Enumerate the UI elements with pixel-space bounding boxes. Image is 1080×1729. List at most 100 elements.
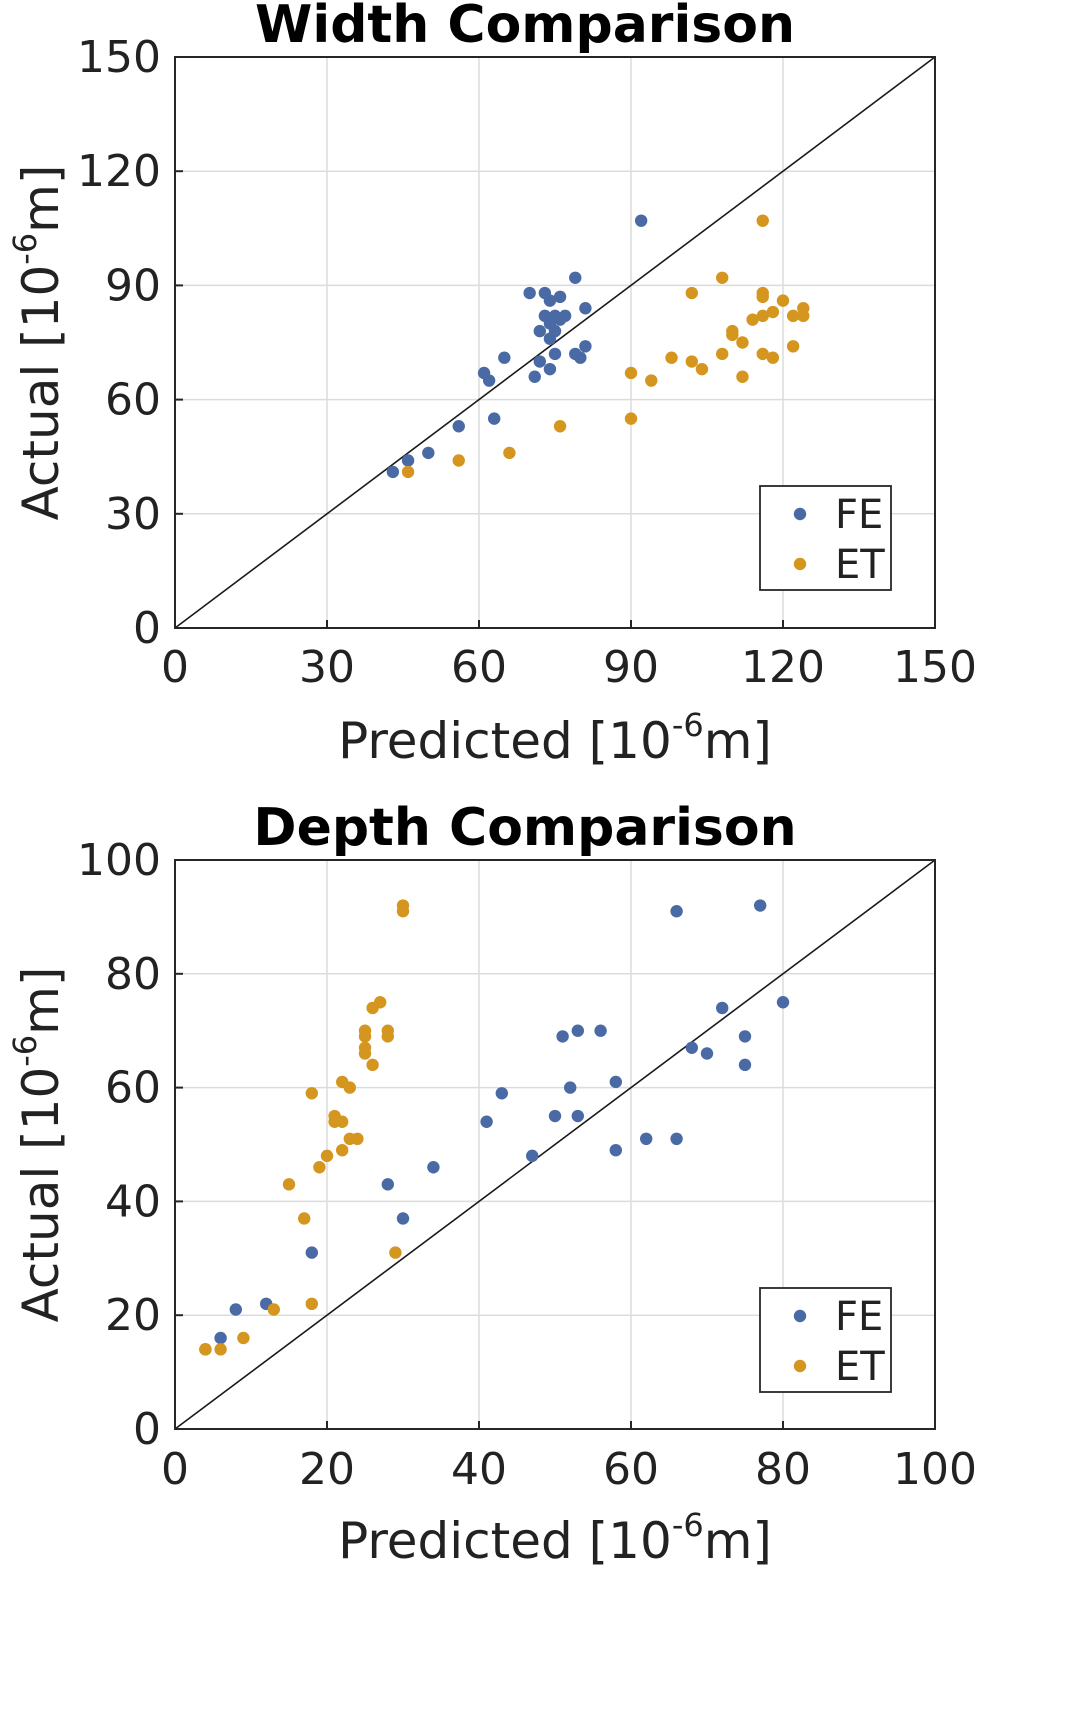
x-tick-label: 60 bbox=[603, 1444, 659, 1495]
data-point-et bbox=[396, 905, 410, 918]
data-point-et bbox=[381, 1030, 394, 1043]
data-point-fe bbox=[482, 374, 496, 387]
data-point-et bbox=[503, 446, 516, 460]
data-point-et bbox=[199, 1343, 212, 1356]
data-point-fe bbox=[564, 1081, 577, 1094]
data-point-et bbox=[756, 347, 769, 361]
data-point-fe bbox=[716, 1001, 729, 1015]
x-axis-label-text: Predicted [10 bbox=[338, 712, 672, 770]
data-point-fe bbox=[579, 302, 592, 315]
data-point-fe bbox=[427, 1161, 440, 1174]
x-axis-label-superscript: -6 bbox=[672, 1506, 704, 1544]
data-point-et bbox=[776, 294, 790, 307]
x-axis-label-tail: m] bbox=[704, 1512, 772, 1570]
y-tick-label: 0 bbox=[133, 603, 161, 654]
y-tick-label: 40 bbox=[105, 1176, 161, 1227]
x-axis-label-tail: m] bbox=[704, 712, 772, 770]
data-point-et bbox=[786, 309, 800, 323]
data-point-fe bbox=[543, 362, 557, 376]
chart-title: Width Comparison bbox=[255, 0, 795, 55]
chart-1: 0 30 60 90 120 150 0 30 60 90 120 150 Width Comparis… bbox=[6, 0, 977, 770]
data-point-et bbox=[351, 1132, 364, 1146]
data-point-et bbox=[298, 1212, 311, 1225]
data-point-et bbox=[358, 1047, 372, 1060]
data-point-fe bbox=[452, 420, 465, 433]
y-axis-label-text: Actual [10 bbox=[12, 1067, 70, 1323]
x-axis-label: Predicted [10-6m] bbox=[338, 706, 772, 770]
data-point-fe bbox=[609, 1143, 622, 1157]
x-tick-label: 100 bbox=[893, 1444, 977, 1495]
x-tick-label: 90 bbox=[603, 642, 659, 693]
data-point-fe bbox=[533, 324, 546, 338]
legend-label-fe: FE bbox=[835, 1294, 883, 1340]
data-point-fe bbox=[548, 347, 562, 361]
data-point-et bbox=[685, 286, 698, 300]
y-tick-label: 30 bbox=[105, 489, 161, 540]
data-point-fe bbox=[594, 1024, 607, 1037]
data-point-et bbox=[766, 351, 780, 364]
data-point-et bbox=[756, 290, 769, 304]
y-tick-label: 150 bbox=[77, 32, 161, 83]
data-point-fe bbox=[548, 324, 562, 338]
x-tick-label: 40 bbox=[451, 1444, 507, 1495]
y-axis-label-superscript: -6 bbox=[6, 1035, 44, 1067]
data-point-et bbox=[267, 1303, 280, 1316]
data-point-fe bbox=[574, 351, 587, 364]
legend-marker-fe bbox=[793, 1309, 807, 1323]
data-point-fe bbox=[571, 1109, 584, 1123]
data-point-fe bbox=[738, 1058, 752, 1072]
data-point-et bbox=[756, 309, 769, 323]
y-tick-label: 100 bbox=[77, 835, 161, 886]
y-tick-label: 0 bbox=[133, 1404, 161, 1455]
data-point-et bbox=[553, 420, 567, 433]
y-tick-label: 120 bbox=[77, 146, 161, 197]
x-tick-label: 30 bbox=[299, 642, 355, 693]
data-point-fe bbox=[305, 1246, 318, 1259]
y-axis-label-tail: m] bbox=[12, 967, 70, 1035]
y-tick-label: 80 bbox=[105, 949, 161, 1000]
data-point-fe bbox=[700, 1047, 714, 1060]
data-point-et bbox=[452, 454, 465, 467]
data-point-fe bbox=[495, 1087, 508, 1100]
data-point-fe bbox=[523, 286, 536, 300]
x-axis-label-text: Predicted [10 bbox=[338, 1512, 672, 1570]
data-point-fe bbox=[422, 446, 435, 460]
data-point-et bbox=[336, 1143, 349, 1157]
y-axis-label-text: Actual [10 bbox=[12, 265, 70, 521]
data-point-et bbox=[695, 362, 709, 376]
legend-label-fe: FE bbox=[835, 492, 883, 538]
data-point-fe bbox=[401, 454, 415, 467]
data-point-fe bbox=[738, 1030, 752, 1043]
series-et bbox=[199, 899, 410, 1356]
data-point-fe bbox=[579, 340, 592, 353]
data-point-fe bbox=[548, 1109, 562, 1123]
legend-marker-fe bbox=[793, 507, 807, 521]
data-point-fe bbox=[754, 899, 767, 912]
x-tick-label: 20 bbox=[299, 1444, 355, 1495]
data-point-fe bbox=[396, 1212, 410, 1225]
data-point-fe bbox=[634, 214, 648, 227]
data-point-fe bbox=[229, 1303, 242, 1316]
series-fe bbox=[386, 214, 648, 479]
data-point-fe bbox=[480, 1115, 493, 1128]
y-tick-label: 90 bbox=[105, 260, 161, 311]
data-point-et bbox=[305, 1087, 318, 1100]
data-point-et bbox=[736, 336, 749, 349]
series-et bbox=[401, 214, 810, 479]
data-point-et bbox=[237, 1331, 250, 1345]
data-point-fe bbox=[381, 1178, 394, 1191]
data-point-et bbox=[746, 313, 759, 326]
x-tick-label: 120 bbox=[741, 642, 825, 693]
data-point-et bbox=[313, 1161, 326, 1174]
data-point-et bbox=[624, 412, 638, 425]
data-point-et bbox=[366, 1058, 379, 1072]
data-point-et bbox=[320, 1149, 334, 1163]
data-point-et bbox=[645, 374, 658, 387]
data-point-et bbox=[358, 1030, 372, 1043]
data-point-et bbox=[389, 1246, 402, 1259]
y-axis-label-tail: m] bbox=[12, 165, 70, 233]
legend-marker-et bbox=[793, 557, 807, 571]
data-point-et bbox=[665, 351, 678, 364]
